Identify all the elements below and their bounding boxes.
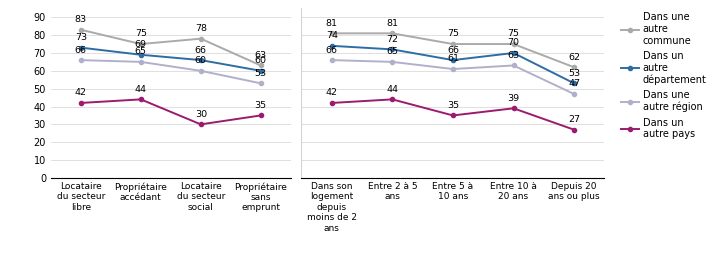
Text: 42: 42 <box>75 88 87 97</box>
Dans une
autre région <box>76 58 85 62</box>
Dans une
autre région <box>257 82 265 85</box>
Text: 66: 66 <box>447 46 459 54</box>
Dans un
autre pays <box>76 101 85 105</box>
Text: 70: 70 <box>507 38 520 48</box>
Dans un
autre
département <box>257 69 265 73</box>
Text: 44: 44 <box>386 85 398 94</box>
Text: 47: 47 <box>568 80 580 88</box>
Text: 72: 72 <box>386 35 398 44</box>
Line: Dans un
autre pays: Dans un autre pays <box>79 97 263 126</box>
Dans un
autre
département <box>137 53 145 56</box>
Dans une
autre
commune <box>257 64 265 67</box>
Text: 66: 66 <box>326 46 338 54</box>
Line: Dans une
autre
commune: Dans une autre commune <box>79 28 263 68</box>
Dans un
autre pays <box>137 98 145 101</box>
Text: 35: 35 <box>447 101 459 110</box>
Text: 78: 78 <box>195 24 206 33</box>
Dans une
autre région <box>196 69 205 73</box>
Text: 83: 83 <box>75 15 87 24</box>
Text: 75: 75 <box>447 29 459 38</box>
Text: 81: 81 <box>326 19 338 28</box>
Text: 81: 81 <box>386 19 398 28</box>
Text: 63: 63 <box>254 51 267 60</box>
Text: 35: 35 <box>254 101 267 110</box>
Text: 39: 39 <box>507 94 520 103</box>
Text: 27: 27 <box>568 115 580 124</box>
Text: 60: 60 <box>254 56 267 65</box>
Text: 61: 61 <box>447 54 459 63</box>
Dans un
autre
département <box>76 46 85 49</box>
Dans un
autre pays <box>257 114 265 117</box>
Text: 73: 73 <box>75 33 87 42</box>
Line: Dans une
autre région: Dans une autre région <box>79 58 263 85</box>
Text: 65: 65 <box>386 47 398 56</box>
Dans une
autre
commune <box>137 42 145 46</box>
Text: 30: 30 <box>195 110 207 119</box>
Text: 74: 74 <box>326 31 338 40</box>
Legend: Dans une
autre
commune, Dans un
autre
département, Dans une
autre région, Dans u: Dans une autre commune, Dans un autre dé… <box>619 10 708 141</box>
Text: 60: 60 <box>195 56 206 65</box>
Dans un
autre
département <box>196 58 205 62</box>
Text: 63: 63 <box>507 51 520 60</box>
Text: 66: 66 <box>195 46 206 54</box>
Text: 42: 42 <box>326 88 338 97</box>
Text: 53: 53 <box>254 69 267 78</box>
Dans une
autre
commune <box>196 37 205 40</box>
Dans un
autre pays <box>196 123 205 126</box>
Dans une
autre
commune <box>76 28 85 31</box>
Text: 62: 62 <box>568 53 580 62</box>
Text: 69: 69 <box>134 40 147 49</box>
Text: 65: 65 <box>134 47 147 56</box>
Line: Dans un
autre
département: Dans un autre département <box>79 46 263 73</box>
Dans une
autre région <box>137 60 145 64</box>
Text: 66: 66 <box>75 46 87 54</box>
Text: 44: 44 <box>134 85 147 94</box>
Text: 53: 53 <box>568 69 580 78</box>
Text: 75: 75 <box>134 29 147 38</box>
Text: 75: 75 <box>507 29 520 38</box>
